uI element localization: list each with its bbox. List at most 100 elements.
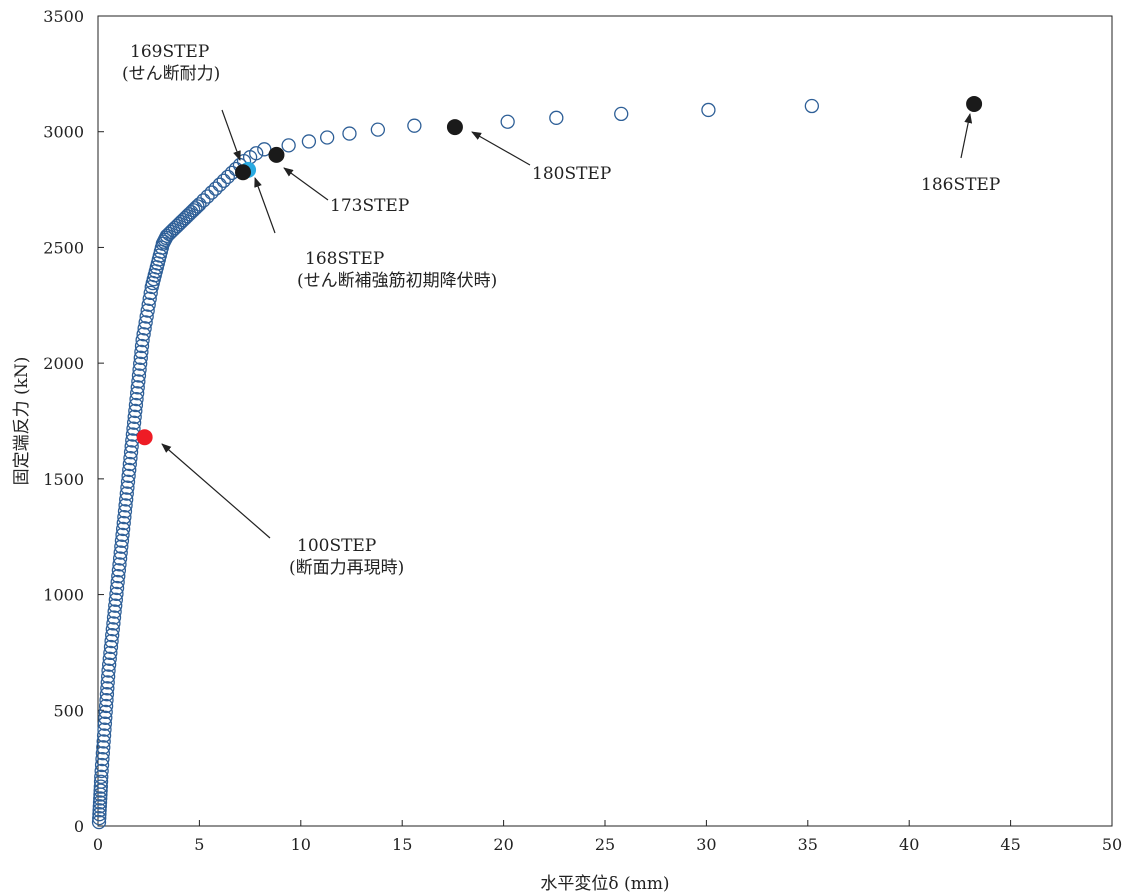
data-point: [119, 492, 134, 507]
annotation-arrow: [161, 443, 271, 539]
highlight-point: [268, 146, 285, 163]
data-point: [127, 409, 142, 424]
data-point: [115, 521, 131, 537]
data-point: [134, 344, 149, 360]
x-tick-label: 15: [392, 835, 412, 854]
data-point: [139, 309, 154, 324]
annotation-label: 169STEP: [130, 42, 209, 62]
data-point: [101, 663, 116, 678]
data-point: [94, 757, 110, 773]
x-tick-label: 25: [595, 835, 615, 854]
annotations: 100STEP(断面力再現時) 168STEP(せん断補強筋初期降伏時) 169ST…: [122, 42, 1000, 578]
data-point: [131, 368, 147, 383]
data-point: [100, 681, 115, 696]
data-point: [112, 551, 128, 566]
y-tick-label: 0: [74, 817, 84, 836]
data-point: [126, 415, 142, 430]
data-point: [96, 728, 112, 743]
data-point: [128, 397, 144, 413]
data-point: [192, 197, 207, 212]
data-point: [115, 527, 130, 543]
data-point: [97, 722, 112, 737]
x-tick-label: 50: [1102, 835, 1122, 854]
data-point: [212, 177, 227, 192]
data-point: [301, 134, 317, 149]
data-point: [141, 297, 156, 312]
data-point: [94, 763, 109, 779]
annotation-label: 173STEP: [330, 196, 409, 216]
data-point: [102, 651, 117, 666]
annotation-label: 186STEP: [921, 175, 1000, 195]
data-point: [133, 356, 148, 371]
x-tick-label: 10: [291, 835, 311, 854]
data-point: [103, 639, 119, 655]
data-point: [701, 102, 716, 118]
y-tick-label: 2500: [43, 238, 84, 257]
highlight-point: [235, 164, 252, 181]
axis-ticks: 0 5 10 15 20 25 30 35 40 45 5005001000150020002500…: [43, 7, 1122, 854]
data-point: [92, 810, 107, 826]
data-point: [132, 362, 147, 377]
x-tick-label: 20: [493, 835, 513, 854]
data-point: [98, 704, 113, 720]
data-point: [92, 803, 107, 818]
y-tick-label: 500: [53, 701, 84, 720]
y-tick-label: 3000: [43, 123, 84, 142]
data-point: [208, 181, 223, 196]
data-point: [123, 450, 138, 466]
data-point: [342, 126, 357, 141]
x-tick-label: 0: [93, 835, 103, 854]
data-point: [128, 403, 143, 419]
annotation-label: 180STEP: [532, 164, 611, 184]
data-point: [142, 291, 157, 306]
data-point: [804, 98, 820, 114]
data-point: [126, 421, 141, 436]
data-point: [129, 391, 144, 407]
data-point: [113, 545, 128, 560]
x-tick-label: 40: [899, 835, 919, 854]
data-point: [95, 751, 110, 767]
annotation-arrow: [283, 167, 329, 201]
data-point: [122, 456, 137, 472]
data-point: [370, 122, 386, 137]
data-point: [100, 669, 116, 684]
data-point: [129, 386, 145, 401]
data-point: [104, 633, 119, 649]
annotation-arrow: [221, 109, 241, 161]
data-point: [97, 716, 113, 731]
x-axis-label: 水平変位δ (mm): [540, 874, 669, 894]
data-point: [95, 746, 111, 761]
x-tick-label: 35: [798, 835, 818, 854]
data-point: [134, 338, 150, 354]
annotation-arrow: [254, 177, 276, 234]
data-point: [107, 604, 122, 619]
data-point: [99, 692, 114, 708]
data-point: [106, 616, 121, 631]
x-tick-label: 45: [1000, 835, 1020, 854]
data-point: [120, 474, 136, 489]
data-point: [99, 687, 115, 702]
data-point: [114, 533, 130, 548]
data-point: [98, 698, 114, 714]
data-point: [111, 569, 126, 584]
data-point: [137, 321, 152, 336]
data-point: [109, 580, 125, 596]
highlight-point: [966, 95, 983, 112]
data-point: [119, 486, 134, 501]
data-point: [106, 610, 122, 625]
y-axis-label: 固定端反力 (kN): [12, 357, 32, 486]
data-point: [91, 814, 107, 830]
data-point: [108, 598, 123, 613]
y-tick-label: 3500: [43, 7, 84, 26]
data-point: [614, 106, 629, 122]
data-point: [96, 740, 111, 755]
data-point: [130, 380, 145, 395]
data-point: [93, 791, 108, 806]
data-point: [124, 439, 139, 454]
data-point: [111, 563, 127, 578]
data-point: [249, 146, 264, 161]
data-point: [108, 592, 123, 607]
annotation-label: (せん断補強筋初期降伏時): [297, 271, 497, 291]
data-point: [109, 586, 124, 602]
